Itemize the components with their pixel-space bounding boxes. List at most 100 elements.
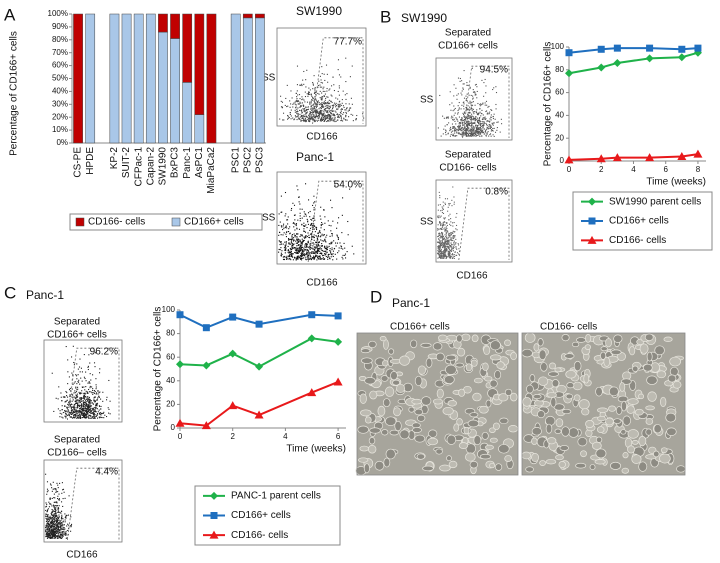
flow-dot	[449, 253, 451, 255]
y-tick-label: 50%	[52, 74, 68, 83]
flow-dot	[283, 232, 285, 234]
cell	[472, 392, 482, 402]
flow-dot	[99, 368, 101, 370]
flow-dot	[333, 119, 335, 121]
flow-dot	[322, 255, 324, 257]
flow-dot	[483, 121, 485, 123]
legend-marker	[209, 530, 219, 539]
flow-dot	[460, 130, 462, 132]
flow-dot	[310, 255, 312, 258]
flow-dot	[465, 131, 467, 133]
flow-dot	[81, 390, 83, 392]
flow-dot	[440, 257, 442, 259]
flow-dot	[96, 402, 99, 404]
flow-dot	[332, 104, 334, 106]
flow-dot	[476, 129, 478, 131]
flow-dot	[305, 120, 307, 122]
flow-dot	[285, 241, 287, 243]
flow-dot	[301, 111, 303, 113]
flow-dot	[333, 240, 335, 242]
flow-dot	[464, 122, 466, 124]
flow-dot	[463, 111, 466, 113]
flow-dot	[464, 128, 466, 130]
flow-dot	[340, 109, 342, 111]
flow-dot	[303, 114, 305, 116]
flow-dot	[335, 111, 337, 113]
flow-dot	[443, 217, 445, 219]
flow-dot	[317, 247, 320, 250]
flow-dot	[52, 504, 55, 506]
flow-dot	[452, 126, 454, 128]
cell	[621, 467, 630, 474]
flow-dot	[57, 529, 59, 531]
flow-dot	[314, 98, 316, 100]
flow-dot	[471, 121, 473, 123]
flow-dot	[451, 130, 454, 132]
flow-dot	[70, 526, 72, 528]
flow-dot	[70, 404, 72, 406]
flow-dot	[301, 83, 303, 85]
flow-dot	[440, 244, 442, 247]
flow-dot	[332, 106, 334, 108]
flow-dot	[65, 534, 67, 536]
flow-dot	[453, 246, 455, 248]
cell	[381, 429, 389, 436]
flow-dot	[321, 105, 323, 108]
flow-dot	[49, 527, 51, 529]
flow-dot	[340, 116, 342, 118]
flow-dot	[331, 247, 333, 249]
flow-dot	[459, 126, 461, 128]
flow-dot	[456, 229, 458, 231]
flow-dot	[468, 94, 470, 96]
flow-dot	[294, 229, 296, 231]
flow-dot	[48, 501, 50, 503]
flow-dot	[302, 116, 304, 118]
flow-dot	[88, 396, 90, 399]
flow-dot	[315, 235, 317, 237]
flow-dot	[437, 248, 439, 250]
flow-dot	[468, 135, 471, 137]
flow-dot	[53, 488, 55, 490]
flow-dot	[313, 237, 315, 239]
flow-dot	[323, 254, 325, 256]
flow-dot	[301, 242, 303, 244]
flow-xlabel: CD166	[456, 271, 488, 282]
flow-dot	[62, 528, 64, 530]
flow-dot	[448, 233, 451, 235]
flow-dot	[304, 249, 306, 251]
flow-dot	[57, 408, 59, 410]
flow-dot	[77, 417, 79, 419]
flow-dot	[79, 415, 81, 417]
flow-dot	[309, 103, 311, 105]
flow-dot	[334, 242, 337, 244]
flow-dot	[439, 221, 441, 223]
flow-dot	[323, 110, 325, 112]
flow-dot	[60, 523, 62, 525]
flow-dot	[312, 245, 314, 247]
flow-dot	[323, 95, 325, 97]
flow-dot	[346, 107, 348, 109]
flow-dot	[293, 204, 296, 206]
flow-dot	[315, 107, 317, 109]
flow-dot	[45, 526, 47, 529]
flow-dot	[55, 490, 57, 492]
flow-dot	[462, 119, 464, 121]
flow-dot	[61, 528, 63, 530]
flow-dot	[336, 113, 339, 115]
cell	[551, 379, 560, 388]
flow-dot	[462, 130, 464, 132]
flow-dot	[312, 251, 314, 253]
flow-dot	[455, 216, 457, 218]
flow-dot	[442, 257, 444, 259]
flow-dot	[289, 257, 291, 259]
flow-dot	[462, 120, 464, 122]
flow-dot	[54, 526, 56, 529]
bar-segment	[145, 13, 156, 144]
flow-dot	[332, 117, 334, 119]
marker	[255, 320, 263, 328]
flow-dot	[324, 79, 326, 82]
flow-dot	[301, 102, 304, 104]
flow-dot	[316, 251, 318, 253]
flow-dot	[93, 400, 95, 402]
flow-dot	[317, 112, 319, 114]
